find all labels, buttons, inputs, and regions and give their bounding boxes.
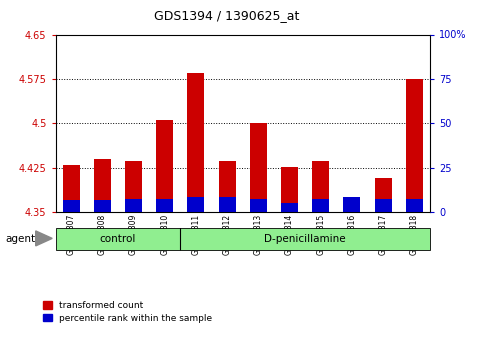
Bar	[343, 200, 360, 212]
Bar	[374, 199, 392, 212]
Bar	[156, 120, 173, 212]
Bar	[94, 159, 111, 212]
Bar	[187, 73, 204, 212]
Polygon shape	[36, 231, 52, 246]
Bar	[63, 165, 80, 212]
Bar	[281, 167, 298, 212]
Legend: transformed count, percentile rank within the sample: transformed count, percentile rank withi…	[43, 301, 213, 323]
Bar	[312, 161, 329, 212]
Bar	[250, 123, 267, 212]
Text: GDS1394 / 1390625_at: GDS1394 / 1390625_at	[155, 9, 299, 22]
Bar	[125, 199, 142, 212]
Bar	[156, 199, 173, 212]
Bar	[406, 79, 423, 212]
Bar	[374, 178, 392, 212]
Bar	[312, 199, 329, 212]
Text: agent: agent	[6, 234, 36, 244]
Text: D-penicillamine: D-penicillamine	[264, 234, 346, 244]
Bar	[125, 161, 142, 212]
Bar	[218, 161, 236, 212]
Bar	[406, 199, 423, 212]
Bar	[56, 228, 180, 250]
Text: control: control	[100, 234, 136, 244]
Bar	[281, 203, 298, 212]
Bar	[63, 200, 80, 212]
Bar	[218, 197, 236, 212]
Bar	[343, 197, 360, 212]
Bar	[180, 228, 430, 250]
Bar	[187, 197, 204, 212]
Bar	[94, 200, 111, 212]
Bar	[250, 199, 267, 212]
